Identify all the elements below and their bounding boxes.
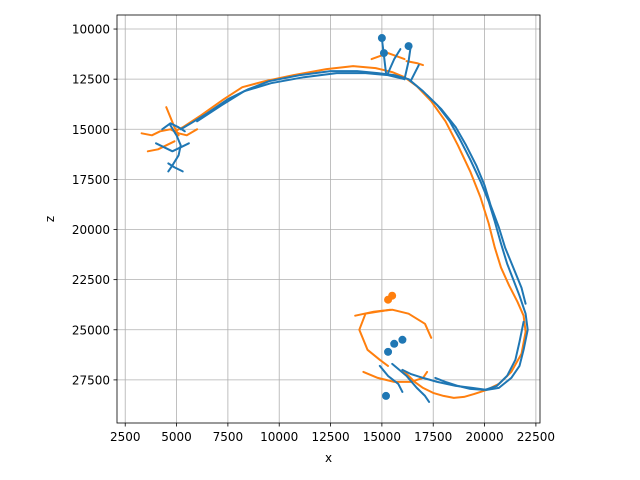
x-tick-label: 22500 bbox=[517, 430, 555, 444]
series-trace bbox=[196, 72, 406, 123]
series-blob bbox=[379, 49, 388, 58]
grid bbox=[117, 15, 540, 423]
y-tick-label: 12500 bbox=[72, 73, 110, 87]
x-tick-label: 17500 bbox=[414, 430, 452, 444]
y-tick-label: 25000 bbox=[72, 323, 110, 337]
series-blob bbox=[384, 347, 393, 356]
series-trace bbox=[140, 128, 199, 137]
series-trace bbox=[409, 64, 420, 83]
x-axis-label: x bbox=[325, 451, 332, 465]
series-blob bbox=[398, 335, 407, 344]
x-tick-label: 20000 bbox=[465, 430, 503, 444]
x-tick-label: 2500 bbox=[110, 430, 141, 444]
series-trace bbox=[161, 122, 186, 133]
series-0 bbox=[140, 52, 527, 399]
series-1 bbox=[155, 34, 529, 403]
y-tick-label: 27500 bbox=[72, 373, 110, 387]
x-tick-label: 10000 bbox=[260, 430, 298, 444]
series-blob bbox=[384, 295, 393, 304]
plot-frame bbox=[116, 14, 541, 424]
series-trace bbox=[378, 364, 404, 393]
series-trace bbox=[173, 65, 527, 399]
series-trace bbox=[403, 46, 412, 81]
y-tick-label: 10000 bbox=[72, 23, 110, 37]
series-trace bbox=[167, 162, 184, 173]
ticks: 2500 5000 7500 10000 12500 15000 17500 20000 225… bbox=[72, 23, 555, 444]
series-trace bbox=[426, 94, 527, 305]
series-blob bbox=[377, 34, 386, 43]
series-blob bbox=[390, 339, 399, 348]
series-trace bbox=[391, 362, 431, 403]
plot-area bbox=[117, 15, 540, 423]
x-tick-label: 15000 bbox=[363, 430, 401, 444]
x-tick-label: 5000 bbox=[161, 430, 192, 444]
series-blob bbox=[381, 391, 390, 400]
y-tick-label: 22500 bbox=[72, 273, 110, 287]
series-trace bbox=[362, 370, 429, 383]
series-trace bbox=[165, 106, 180, 137]
series-trace bbox=[434, 320, 525, 391]
x-tick-label: 12500 bbox=[311, 430, 349, 444]
series-trace bbox=[387, 48, 402, 75]
traces bbox=[140, 34, 529, 403]
series-blob bbox=[404, 42, 413, 51]
y-tick-label: 20000 bbox=[72, 223, 110, 237]
x-tick-label: 7500 bbox=[213, 430, 244, 444]
series-trace bbox=[405, 60, 424, 67]
y-tick-label: 17500 bbox=[72, 173, 110, 187]
series-trace bbox=[354, 308, 433, 339]
series-trace bbox=[155, 142, 190, 153]
y-tick-label: 15000 bbox=[72, 123, 110, 137]
y-axis-label: z bbox=[43, 216, 57, 222]
series-trace bbox=[370, 52, 406, 61]
